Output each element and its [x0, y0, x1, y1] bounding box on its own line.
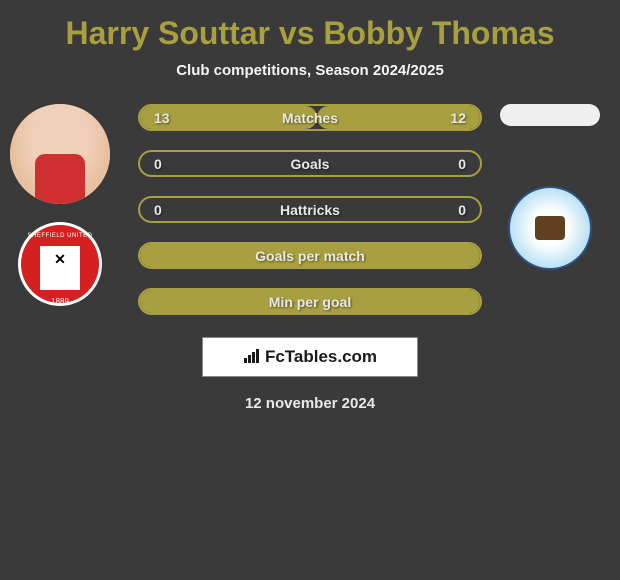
- stat-row: 13Matches12: [138, 104, 482, 131]
- club-right-badge: [508, 186, 592, 270]
- watermark-text: FcTables.com: [265, 347, 377, 367]
- stat-row: 0Hattricks0: [138, 196, 482, 223]
- title: Harry Souttar vs Bobby Thomas: [0, 15, 620, 52]
- stat-label: Goals: [140, 156, 480, 172]
- watermark: FcTables.com: [202, 337, 418, 377]
- stat-value-right: 0: [458, 156, 466, 172]
- player-left-column: [10, 104, 110, 306]
- player-left-photo: [10, 104, 110, 204]
- stat-row: 0Goals0: [138, 150, 482, 177]
- infographic-container: Harry Souttar vs Bobby Thomas Club compe…: [0, 0, 620, 422]
- stat-label: Goals per match: [140, 248, 480, 264]
- stat-label: Min per goal: [140, 294, 480, 310]
- chart-icon: [243, 349, 261, 366]
- stat-label: Matches: [140, 110, 480, 126]
- player-right-photo-placeholder: [500, 104, 600, 126]
- stat-label: Hattricks: [140, 202, 480, 218]
- stat-value-right: 12: [450, 110, 466, 126]
- stat-value-right: 0: [458, 202, 466, 218]
- comparison-area: 13Matches120Goals00Hattricks0Goals per m…: [0, 104, 620, 315]
- date-label: 12 november 2024: [0, 395, 620, 412]
- player-right-column: [500, 104, 600, 270]
- stat-row: Min per goal: [138, 288, 482, 315]
- club-left-badge: [18, 222, 102, 306]
- stat-row: Goals per match: [138, 242, 482, 269]
- stats-bars: 13Matches120Goals00Hattricks0Goals per m…: [138, 104, 482, 315]
- subtitle: Club competitions, Season 2024/2025: [0, 62, 620, 79]
